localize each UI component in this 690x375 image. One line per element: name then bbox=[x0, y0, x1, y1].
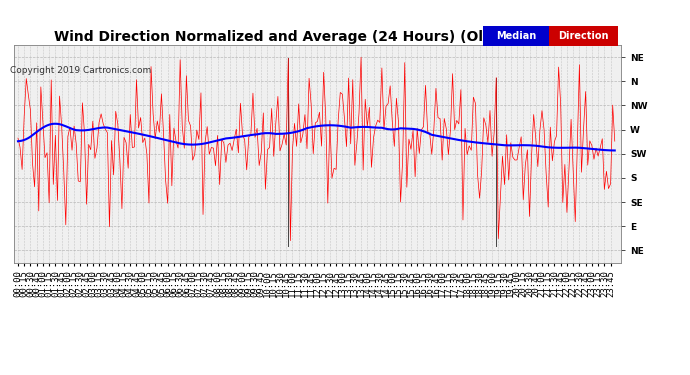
Text: Median: Median bbox=[495, 31, 536, 41]
Title: Wind Direction Normalized and Average (24 Hours) (Old) 20191006: Wind Direction Normalized and Average (2… bbox=[54, 30, 581, 44]
Text: Copyright 2019 Cartronics.com: Copyright 2019 Cartronics.com bbox=[10, 66, 152, 75]
Text: Direction: Direction bbox=[558, 31, 609, 41]
